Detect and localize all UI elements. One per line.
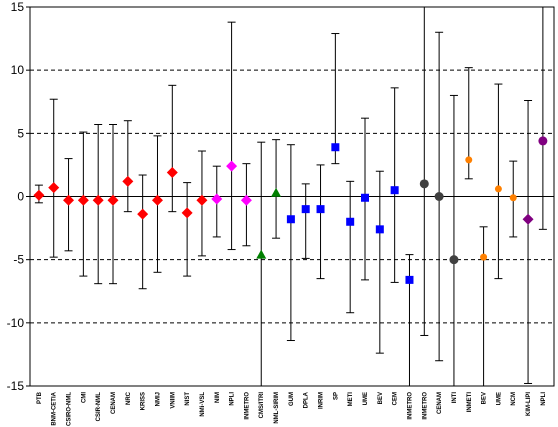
data-point-cmi <box>77 194 89 206</box>
data-point-nrc <box>122 175 134 187</box>
x-tick-label: NCM <box>511 392 517 406</box>
x-tick-label: GUM <box>289 392 295 406</box>
x-tick-label: CSIRO-NML <box>67 392 73 426</box>
x-tick-label: INTI <box>452 392 458 404</box>
data-point-ptb <box>33 189 45 201</box>
x-tick-label: VNIIM <box>170 392 176 409</box>
x-tick-label: UME <box>496 392 502 405</box>
x-tick-label: DPLA <box>304 391 310 408</box>
data-point-nim <box>211 193 223 205</box>
data-point-nml-sirim <box>271 187 282 197</box>
data-point-inti <box>449 255 459 265</box>
x-tick-label: CMI <box>81 392 87 403</box>
data-point-inmetro <box>419 179 429 189</box>
x-tick-label: NMi-VSL <box>200 392 206 417</box>
x-tick-label: CSIR-NML <box>96 392 102 422</box>
x-tick-label: INMETRO <box>244 392 250 420</box>
x-tick-label: KIM-LIPI <box>526 392 532 416</box>
data-point-inmetro <box>240 194 252 206</box>
data-point-cenam <box>434 192 444 201</box>
x-tick-label: NPLI <box>230 392 236 406</box>
data-point-ume <box>494 185 502 193</box>
y-tick-label: 5 <box>17 126 24 140</box>
x-tick-label: NPLI <box>541 392 547 406</box>
x-tick-label: INMETI <box>467 392 473 413</box>
data-point-cenam <box>107 194 119 206</box>
data-point-dpla <box>301 205 310 214</box>
data-point-csiro-nml <box>63 194 75 206</box>
x-tick-label: CMS/ITRI <box>259 392 265 419</box>
data-point-inmetro <box>405 275 414 284</box>
data-point-inmeti <box>465 156 473 164</box>
data-point-bnm-cetia <box>48 182 60 194</box>
data-point-csir-nml <box>92 194 104 206</box>
y-tick-label: 10 <box>11 63 25 77</box>
y-tick-label: 0 <box>17 190 24 204</box>
data-point-npli <box>226 160 238 172</box>
data-point-vniim <box>166 166 178 178</box>
x-tick-label: NMIJ <box>155 392 161 406</box>
x-tick-label: NIST <box>185 392 191 406</box>
x-tick-label: INRIM <box>319 392 325 409</box>
x-tick-label: INMETRO <box>422 392 428 420</box>
data-point-bev <box>375 225 384 234</box>
x-tick-label: SP <box>333 392 339 400</box>
x-tick-label: CENAM <box>437 392 443 414</box>
data-point-kim-lipi <box>522 213 534 225</box>
x-tick-label: BEV <box>482 392 488 404</box>
x-tick-label: BNM-CETIA <box>52 391 58 425</box>
data-point-gum <box>286 215 295 224</box>
data-point-inrim <box>316 205 325 214</box>
y-tick-label: -15 <box>7 379 25 393</box>
x-tick-label: NIM <box>215 392 221 403</box>
x-tick-label: INMETRO <box>407 392 413 420</box>
data-point-bev <box>480 253 488 261</box>
x-tick-label: PTB <box>37 391 43 404</box>
data-point-kriss <box>137 208 149 220</box>
data-point-ncm <box>509 194 517 202</box>
data-point-ume <box>361 193 370 202</box>
x-tick-label: METI <box>348 392 354 407</box>
x-tick-label: UME <box>363 392 369 405</box>
x-tick-label: CENAM <box>111 392 117 414</box>
data-point-nmi-vsl <box>196 194 208 206</box>
data-point-npli <box>538 136 548 146</box>
y-tick-label: -5 <box>13 253 24 267</box>
x-tick-label: CEM <box>393 392 399 405</box>
x-tick-label: BEV <box>378 392 384 404</box>
y-tick-label: -10 <box>7 316 25 330</box>
data-point-meti <box>346 217 355 226</box>
y-tick-label: 15 <box>11 0 25 14</box>
data-point-sp <box>331 143 340 152</box>
data-point-cem <box>390 186 399 195</box>
data-point-nist <box>181 207 193 219</box>
x-tick-label: NRC <box>126 391 132 405</box>
x-tick-label: NML-SIRIM <box>274 392 280 424</box>
data-point-nmij <box>151 194 163 206</box>
x-tick-label: KRISS <box>141 392 147 410</box>
data-point-cms-itri <box>256 249 267 259</box>
